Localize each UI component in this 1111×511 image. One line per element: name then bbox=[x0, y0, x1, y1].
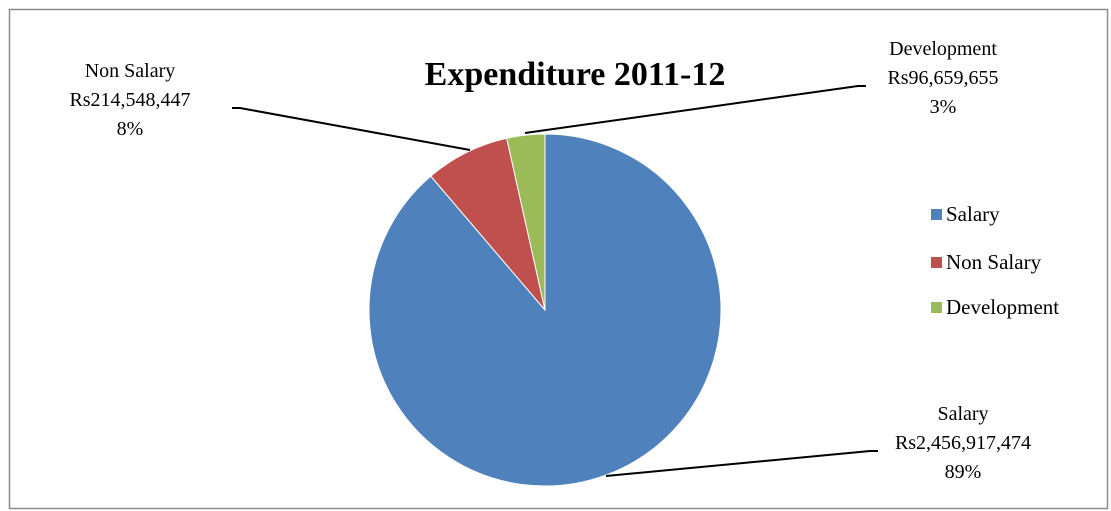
chart-title: Expenditure 2011-12 bbox=[425, 56, 726, 93]
leader-line-development bbox=[524, 85, 866, 134]
legend-swatch bbox=[931, 257, 942, 268]
legend-item-non-salary: Non Salary bbox=[931, 250, 1042, 274]
data-label-development: Development Rs96,659,655 3% bbox=[887, 38, 998, 118]
legend-label: Development bbox=[946, 295, 1059, 319]
legend-label: Salary bbox=[946, 202, 1000, 226]
legend-swatch bbox=[931, 209, 942, 220]
legend-swatch bbox=[931, 302, 942, 313]
legend-item-development: Development bbox=[931, 295, 1059, 319]
data-label-non-salary: Non Salary Rs214,548,447 8% bbox=[69, 60, 190, 140]
data-label-value: Rs96,659,655 bbox=[887, 67, 998, 89]
leader-lines bbox=[232, 85, 878, 477]
data-label-salary: Salary Rs2,456,917,474 89% bbox=[895, 403, 1031, 483]
pie-slices bbox=[368, 133, 722, 487]
data-label-name: Non Salary bbox=[85, 60, 176, 82]
data-label-percent: 8% bbox=[117, 118, 144, 140]
data-label-name: Development bbox=[889, 38, 997, 60]
data-label-value: Rs2,456,917,474 bbox=[895, 432, 1031, 454]
legend: Salary Non Salary Development bbox=[931, 202, 1059, 319]
data-label-value: Rs214,548,447 bbox=[69, 89, 190, 111]
pie-slice-development bbox=[506, 133, 546, 311]
data-label-percent: 89% bbox=[945, 461, 982, 483]
data-label-percent: 3% bbox=[930, 96, 957, 118]
data-label-name: Salary bbox=[937, 403, 988, 425]
legend-item-salary: Salary bbox=[931, 202, 1000, 226]
legend-label: Non Salary bbox=[946, 250, 1042, 274]
leader-line-salary bbox=[605, 450, 878, 477]
leader-line-non-salary bbox=[232, 107, 471, 151]
